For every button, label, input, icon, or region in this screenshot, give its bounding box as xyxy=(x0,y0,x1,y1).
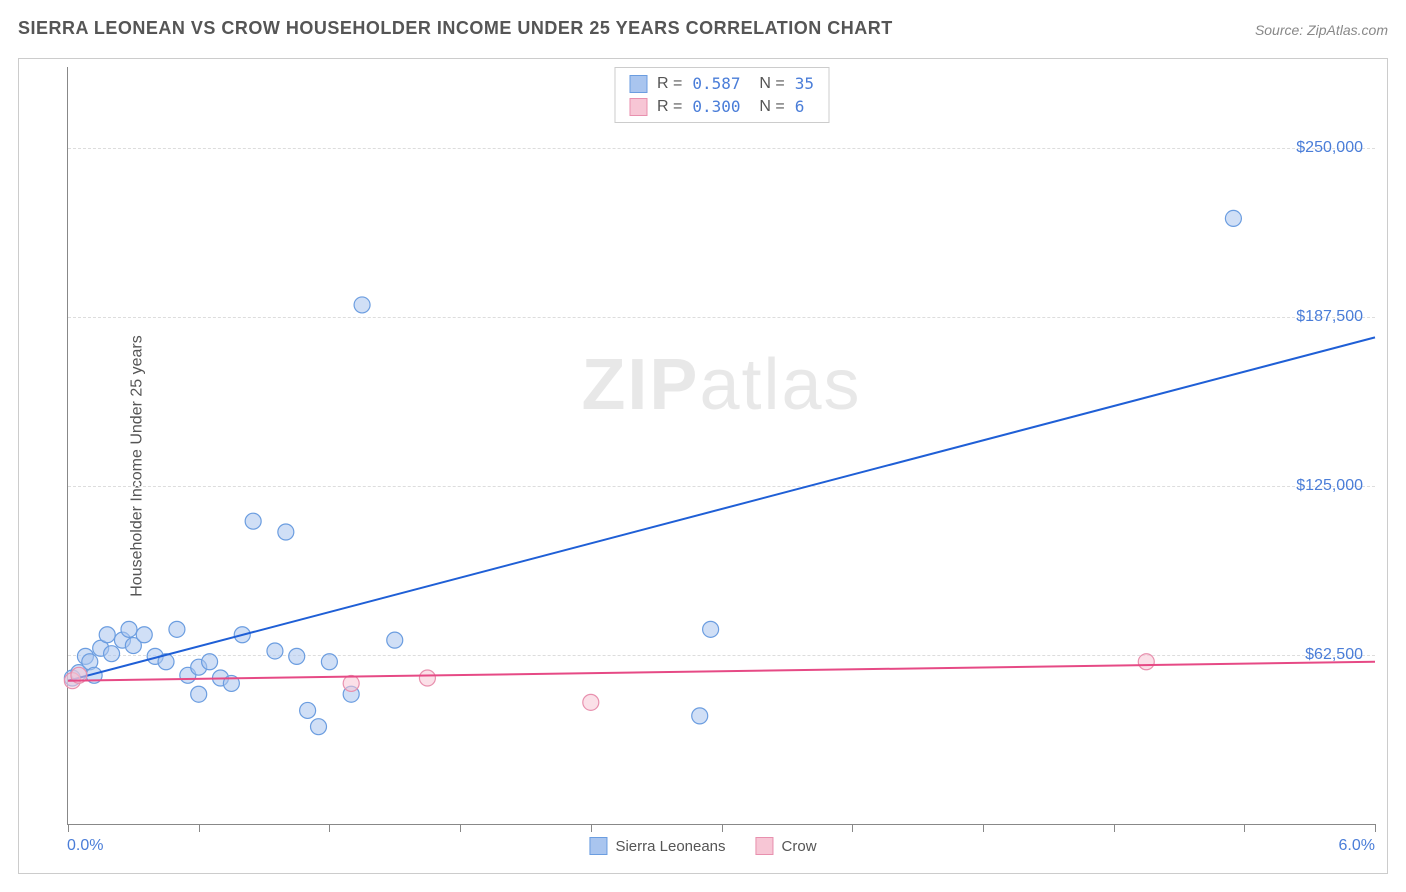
x-axis-label-min: 0.0% xyxy=(67,837,103,855)
legend-swatch-0 xyxy=(589,837,607,855)
x-tick xyxy=(1244,824,1245,832)
r-label: R = xyxy=(657,98,682,116)
x-tick xyxy=(199,824,200,832)
x-tick xyxy=(983,824,984,832)
data-point xyxy=(354,297,370,313)
legend-label-1: Crow xyxy=(782,838,817,855)
chart-header: SIERRA LEONEAN VS CROW HOUSEHOLDER INCOM… xyxy=(18,18,1388,48)
regression-line xyxy=(68,662,1375,681)
data-point xyxy=(387,632,403,648)
correlation-row-series-0: R = 0.587 N = 35 xyxy=(629,72,814,95)
data-point xyxy=(136,627,152,643)
data-point xyxy=(245,513,261,529)
data-point xyxy=(343,675,359,691)
legend-swatch-1 xyxy=(756,837,774,855)
data-point xyxy=(202,654,218,670)
data-point xyxy=(583,694,599,710)
data-point xyxy=(191,686,207,702)
data-point xyxy=(99,627,115,643)
r-value-1: 0.300 xyxy=(692,97,740,116)
source-name: ZipAtlas.com xyxy=(1307,22,1388,38)
n-label: N = xyxy=(751,75,785,93)
legend-label-0: Sierra Leoneans xyxy=(615,838,725,855)
regression-line xyxy=(68,337,1375,680)
scatter-svg xyxy=(68,67,1375,824)
x-axis-label-max: 6.0% xyxy=(1339,837,1375,855)
x-tick xyxy=(852,824,853,832)
chart-title: SIERRA LEONEAN VS CROW HOUSEHOLDER INCOM… xyxy=(18,18,893,38)
n-value-0: 35 xyxy=(795,74,814,93)
x-tick xyxy=(329,824,330,832)
source-prefix: Source: xyxy=(1255,22,1307,38)
r-value-0: 0.587 xyxy=(692,74,740,93)
data-point xyxy=(169,621,185,637)
data-point xyxy=(267,643,283,659)
data-point xyxy=(311,719,327,735)
r-label: R = xyxy=(657,75,682,93)
swatch-series-0 xyxy=(629,75,647,93)
data-point xyxy=(104,646,120,662)
n-label: N = xyxy=(751,98,785,116)
data-point xyxy=(300,702,316,718)
correlation-legend-box: R = 0.587 N = 35 R = 0.300 N = 6 xyxy=(614,67,829,123)
x-tick xyxy=(460,824,461,832)
chart-container: Householder Income Under 25 years R = 0.… xyxy=(18,58,1388,874)
x-tick xyxy=(722,824,723,832)
n-value-1: 6 xyxy=(795,97,805,116)
x-tick xyxy=(68,824,69,832)
source-attribution: Source: ZipAtlas.com xyxy=(1255,22,1388,38)
correlation-row-series-1: R = 0.300 N = 6 xyxy=(629,95,814,118)
plot-area: R = 0.587 N = 35 R = 0.300 N = 6 ZIPatla… xyxy=(67,67,1375,825)
legend-item-1: Crow xyxy=(756,837,817,855)
data-point xyxy=(1225,210,1241,226)
data-point xyxy=(692,708,708,724)
data-point xyxy=(289,648,305,664)
data-point xyxy=(703,621,719,637)
data-point xyxy=(419,670,435,686)
data-point xyxy=(321,654,337,670)
data-point xyxy=(278,524,294,540)
data-point xyxy=(121,621,137,637)
x-tick xyxy=(1375,824,1376,832)
swatch-series-1 xyxy=(629,98,647,116)
series-legend: Sierra Leoneans Crow xyxy=(589,837,816,855)
x-tick xyxy=(1114,824,1115,832)
data-point xyxy=(1138,654,1154,670)
x-tick xyxy=(591,824,592,832)
legend-item-0: Sierra Leoneans xyxy=(589,837,725,855)
